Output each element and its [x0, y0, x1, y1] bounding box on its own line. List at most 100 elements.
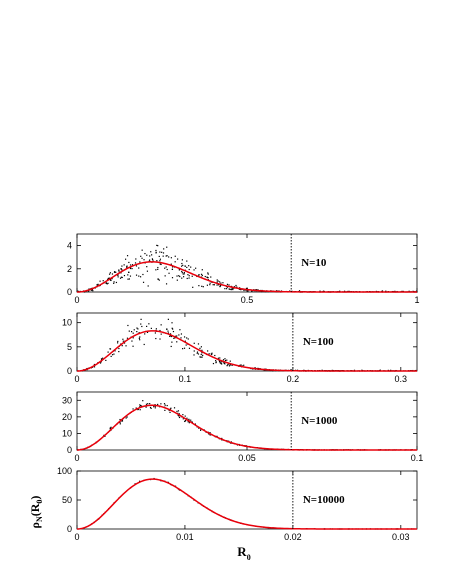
data-point: [209, 434, 211, 436]
data-point: [76, 290, 79, 292]
x-tick-label: 0.1: [179, 374, 192, 384]
data-point: [134, 262, 137, 264]
data-point: [166, 255, 168, 257]
data-point: [196, 352, 198, 354]
data-point: [206, 284, 208, 286]
data-point: [174, 255, 176, 257]
data-point: [160, 403, 162, 405]
data-point: [118, 269, 120, 271]
data-point: [93, 363, 95, 366]
x-tick-label: 0.5: [241, 295, 254, 305]
data-point: [176, 335, 178, 337]
data-point: [191, 275, 193, 277]
data-point: [272, 370, 274, 372]
y-tick-label: 20: [62, 412, 72, 422]
data-point: [167, 332, 169, 334]
data-point: [158, 255, 160, 258]
data-point: [215, 362, 217, 364]
panel-10: 0 0.5 1 0 2 4 N=10: [67, 233, 420, 305]
data-point: [212, 362, 215, 365]
data-point: [116, 342, 119, 344]
y-axis-label: ρN(R0): [28, 496, 44, 529]
data-point: [187, 421, 189, 423]
data-point: [188, 418, 190, 420]
data-point: [122, 340, 124, 342]
data-point: [178, 334, 180, 336]
data-point: [159, 258, 162, 260]
data-point: [172, 330, 175, 333]
data-point: [181, 259, 183, 261]
data-point: [222, 359, 225, 361]
data-point: [195, 267, 197, 269]
data-point: [131, 264, 134, 266]
data-point: [90, 289, 92, 291]
data-point: [217, 280, 219, 282]
data-point: [138, 332, 140, 334]
data-point: [163, 403, 166, 405]
x-tick-label: 0.05: [238, 453, 256, 463]
data-point: [132, 332, 134, 334]
data-point: [178, 275, 180, 277]
data-point: [139, 480, 141, 482]
data-point: [175, 335, 177, 337]
data-point: [138, 275, 140, 277]
data-point: [139, 336, 141, 338]
data-point: [176, 341, 178, 343]
data-point: [201, 352, 203, 354]
data-point: [220, 282, 222, 284]
data-point: [200, 356, 202, 358]
data-point: [171, 327, 173, 329]
data-point: [198, 427, 200, 429]
data-point: [182, 414, 184, 416]
data-point: [200, 429, 202, 431]
data-point: [184, 415, 186, 417]
x-tick-label: 1: [414, 295, 419, 305]
panel-10000: 0 0.01 0.02 0.03 0 50 100 N=10000: [57, 466, 418, 542]
data-point: [204, 275, 206, 278]
data-point: [118, 270, 120, 272]
data-point: [166, 404, 168, 407]
data-point: [160, 324, 162, 326]
data-point: [120, 272, 122, 274]
data-point: [139, 406, 141, 408]
panel-100: 0 0.1 0.2 0.3 0 5 10 N=100: [62, 312, 418, 384]
data-point: [133, 329, 135, 331]
data-point: [162, 252, 165, 254]
data-point: [169, 333, 172, 335]
data-point: [109, 427, 112, 429]
x-tick-label: 0: [74, 295, 79, 305]
data-point: [139, 339, 141, 341]
data-point: [128, 278, 130, 280]
data-point: [176, 275, 178, 277]
data-point: [155, 328, 157, 330]
data-point: [159, 251, 161, 253]
data-point: [240, 364, 242, 366]
data-point: [202, 354, 204, 356]
data-point: [142, 273, 144, 276]
y-tick-label: 0: [67, 366, 72, 376]
data-point: [210, 276, 212, 278]
data-point: [125, 258, 127, 260]
y-tick-label: 50: [62, 495, 72, 505]
data-point: [224, 363, 226, 365]
data-point: [210, 353, 212, 355]
y-tick-label: 4: [67, 241, 72, 251]
data-point: [140, 404, 142, 407]
data-point: [201, 349, 203, 351]
y-tick-label: 0: [67, 287, 72, 297]
data-point: [183, 273, 185, 275]
panel-label: N=100: [303, 336, 334, 348]
data-point: [140, 323, 142, 325]
data-point: [213, 284, 215, 286]
y-axis-label-main: ρ: [28, 522, 42, 528]
data-point: [119, 277, 122, 279]
data-point: [114, 350, 116, 352]
data-point: [219, 357, 221, 359]
data-point: [209, 432, 211, 434]
data-point: [156, 260, 158, 262]
data-point: [166, 246, 168, 248]
data-point: [178, 413, 180, 415]
data-point: [155, 252, 157, 254]
data-point: [104, 435, 106, 437]
